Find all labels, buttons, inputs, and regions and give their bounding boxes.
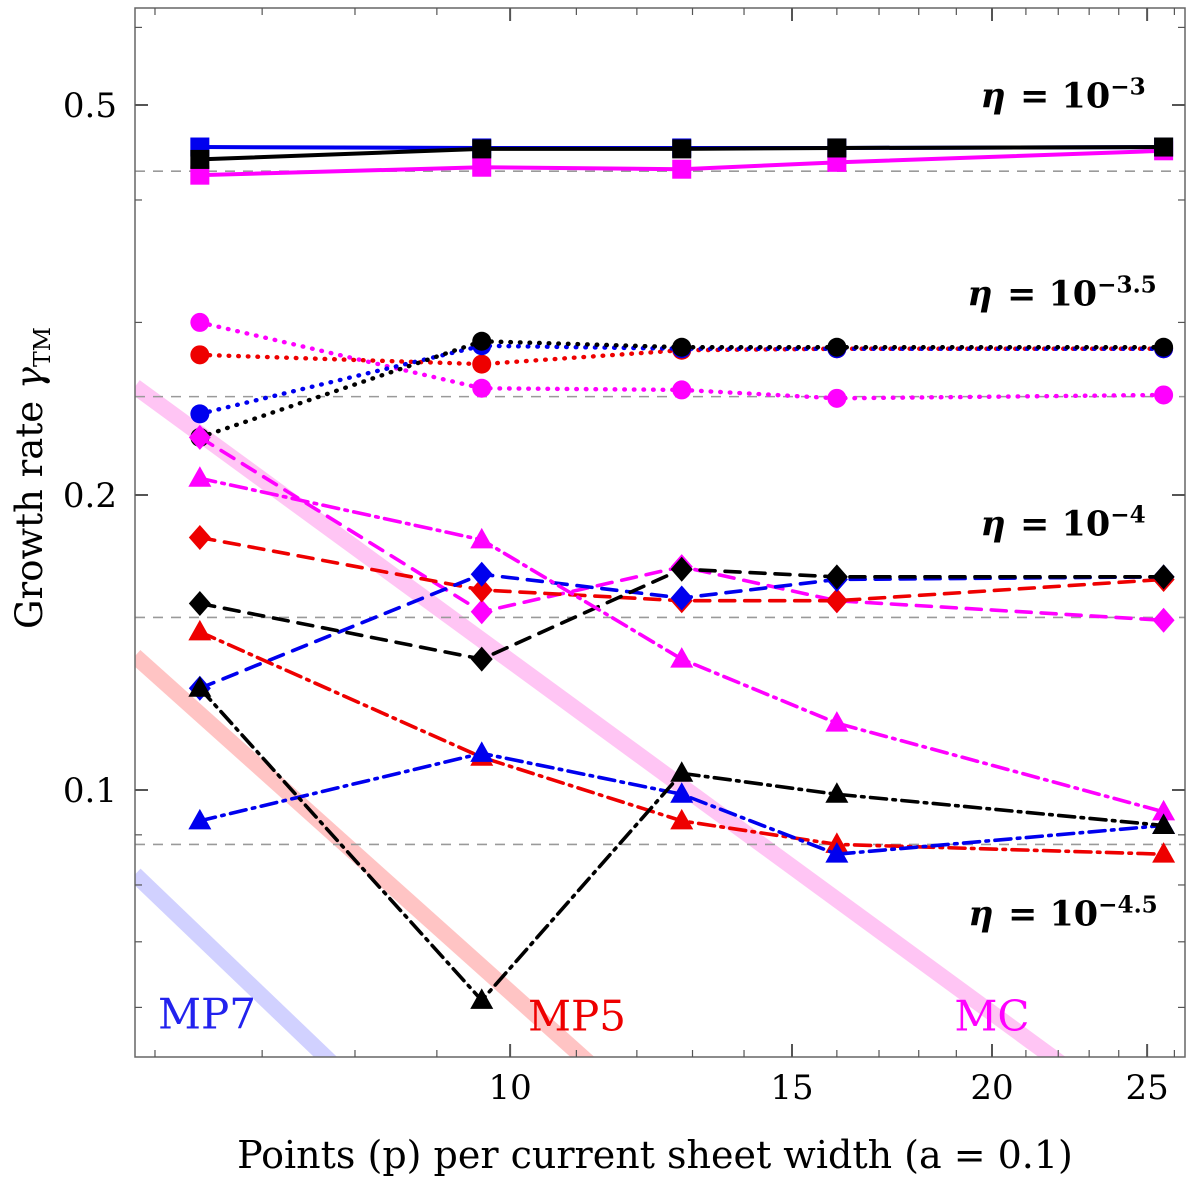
data-point xyxy=(672,139,692,159)
eta-annotation-10−4: η = 10−4 xyxy=(980,502,1145,545)
series-eta−3.5-MC xyxy=(190,312,1174,408)
data-point xyxy=(670,585,693,611)
data-point xyxy=(190,312,210,332)
eta-exponent: −3.5 xyxy=(1097,271,1157,299)
data-point xyxy=(470,741,494,762)
eta-base: = 10 xyxy=(994,273,1098,315)
eta-annotation-10−3.5: η = 10−3.5 xyxy=(967,272,1156,315)
data-point xyxy=(672,159,692,179)
data-point xyxy=(825,564,848,590)
data-point xyxy=(825,711,849,732)
data-point xyxy=(470,561,493,587)
data-point xyxy=(670,782,694,803)
eta-symbol: η xyxy=(967,273,993,315)
eta-symbol: η xyxy=(980,75,1006,117)
data-point xyxy=(470,988,494,1009)
data-point xyxy=(1152,842,1176,863)
guide-band-mp7 xyxy=(135,868,338,1057)
y-tick-label: 0.2 xyxy=(63,476,117,516)
x-tick-label: 15 xyxy=(770,1068,813,1108)
data-point xyxy=(472,378,492,398)
series-eta−3-black xyxy=(190,137,1174,169)
x-tick-label: 20 xyxy=(970,1068,1013,1108)
data-point xyxy=(1152,607,1175,633)
data-point xyxy=(470,577,493,603)
data-point xyxy=(825,588,848,614)
series-eta−4.5-black xyxy=(188,676,1176,1009)
eta-base: = 10 xyxy=(1007,75,1111,117)
series-eta−4-black xyxy=(188,556,1175,672)
data-point xyxy=(188,524,211,550)
data-point xyxy=(670,647,694,668)
x-tick-label: 25 xyxy=(1125,1068,1168,1108)
scheme-label-mc: MC xyxy=(954,991,1030,1041)
eta-exponent: −4.5 xyxy=(1098,891,1158,919)
data-point xyxy=(827,337,847,357)
guide-band-mc xyxy=(135,380,1066,1057)
reference-line-layer xyxy=(135,170,1185,846)
data-point xyxy=(1152,813,1176,834)
data-point xyxy=(188,590,211,616)
eta-annotation-10−3: η = 10−3 xyxy=(980,74,1145,117)
eta-exponent: −3 xyxy=(1110,73,1146,101)
y-tick-label: 0.5 xyxy=(63,86,117,126)
data-point xyxy=(190,404,210,424)
data-point xyxy=(1154,385,1174,405)
plot-frame xyxy=(134,7,1186,1058)
series-layer xyxy=(188,137,1176,1009)
data-point xyxy=(827,388,847,408)
y-tick-label: 0.1 xyxy=(63,771,117,811)
data-point xyxy=(188,808,212,830)
data-point xyxy=(1154,337,1174,357)
guide-band-layer xyxy=(135,380,1066,1057)
data-point xyxy=(188,466,212,487)
data-point xyxy=(1154,137,1174,157)
data-point xyxy=(470,646,493,672)
data-point xyxy=(188,424,211,450)
eta-annotation-10−4.5: η = 10−4.5 xyxy=(968,892,1157,935)
series-eta−4.5-MC xyxy=(188,466,1176,821)
data-point xyxy=(188,619,212,641)
gamma-symbol: γ xyxy=(7,366,51,390)
guide-band-mp5 xyxy=(135,650,595,1057)
scheme-label-mp5: MP5 xyxy=(528,991,626,1041)
eta-base: = 10 xyxy=(1007,503,1111,545)
gamma-subscript: TM xyxy=(28,326,57,367)
scheme-label-mp7: MP7 xyxy=(158,989,256,1039)
data-point xyxy=(672,337,692,357)
data-point xyxy=(1152,564,1175,590)
data-point xyxy=(827,152,847,172)
data-point xyxy=(472,354,492,374)
data-point xyxy=(670,761,694,782)
data-point xyxy=(827,138,847,158)
data-point xyxy=(190,345,210,365)
data-point xyxy=(472,139,492,159)
y-axis-title-text: Growth rate xyxy=(7,389,51,630)
data-point xyxy=(670,556,693,582)
data-point xyxy=(190,149,210,169)
axes-layer: 10 15 20 25 0.5 0.2 0.1 xyxy=(63,7,1186,1108)
data-point xyxy=(670,808,694,830)
x-axis-title: Points (p) per current sheet width (a = … xyxy=(237,1133,1073,1177)
x-tick-label: 10 xyxy=(488,1068,531,1108)
data-point xyxy=(470,527,494,549)
eta-symbol: η xyxy=(980,503,1006,545)
eta-symbol: η xyxy=(968,893,994,935)
data-point xyxy=(188,676,212,697)
eta-exponent: −4 xyxy=(1110,501,1146,529)
data-point xyxy=(672,380,692,400)
data-point xyxy=(472,157,492,177)
eta-base: = 10 xyxy=(995,893,1099,935)
data-point xyxy=(190,165,210,185)
data-point xyxy=(1152,799,1176,821)
data-point xyxy=(825,782,849,803)
data-point xyxy=(825,842,849,863)
data-point xyxy=(470,599,493,625)
data-point xyxy=(472,331,492,351)
series-line xyxy=(198,567,1166,661)
y-axis-title: Growth rate γTM xyxy=(8,327,56,629)
